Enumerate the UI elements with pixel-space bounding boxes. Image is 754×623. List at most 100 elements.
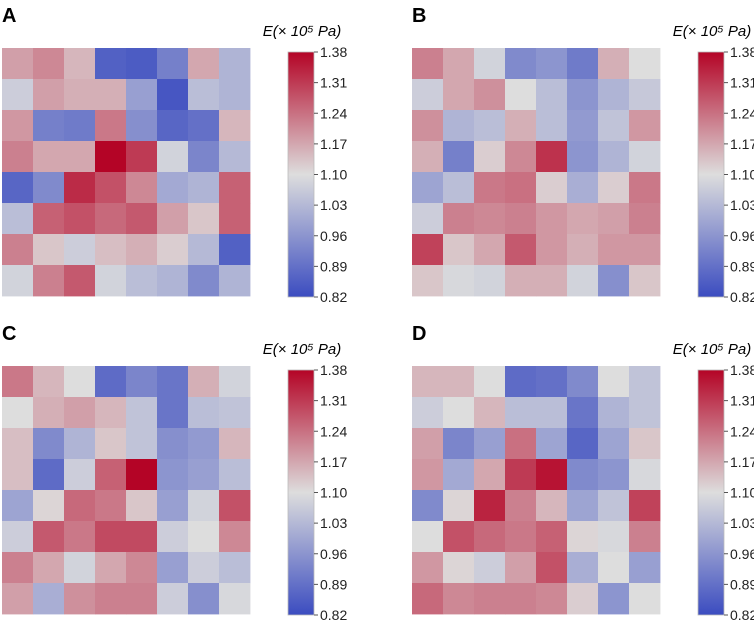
heatmap-cell: [157, 172, 189, 204]
colorbar-tick-label: 0.96: [730, 228, 754, 244]
heatmap-cell: [64, 141, 96, 173]
colorbar-tick-label: 1.10: [730, 167, 754, 183]
heatmap-cell: [567, 366, 599, 398]
heatmap-cell: [412, 428, 444, 460]
heatmap-cell: [126, 459, 158, 491]
colorbar-tick-label: 0.89: [320, 258, 347, 274]
heatmap-cell: [64, 490, 96, 522]
heatmap-cell: [126, 428, 158, 460]
heatmap-cell: [219, 79, 251, 111]
heatmap-cell: [598, 366, 630, 398]
heatmap-cell: [474, 521, 506, 553]
heatmap-cell: [64, 366, 96, 398]
heatmap-cell: [64, 552, 96, 584]
heatmap-cell: [598, 521, 630, 553]
heatmap-cell: [2, 366, 34, 398]
colorbar-title: E(× 10⁵ Pa): [673, 341, 751, 358]
heatmap-cell: [505, 48, 537, 80]
colorbar-tick-label: 0.96: [320, 546, 347, 562]
heatmap-cell: [412, 397, 444, 429]
heatmap-cell: [188, 490, 220, 522]
heatmap-cell: [412, 490, 444, 522]
colorbar-tick-label: 1.17: [320, 136, 347, 152]
heatmap-cell: [157, 234, 189, 266]
heatmap-cell: [33, 172, 65, 204]
heatmap-cell: [157, 203, 189, 235]
heatmap-cell: [188, 172, 220, 204]
heatmap-cell: [567, 265, 599, 297]
heatmap-cell: [567, 459, 599, 491]
heatmap-cell: [474, 397, 506, 429]
heatmap-cell: [188, 48, 220, 80]
heatmap-cell: [629, 366, 661, 398]
colorbar-tick-label: 1.03: [320, 197, 347, 213]
heatmap-cell: [536, 490, 568, 522]
heatmap-cell: [95, 366, 127, 398]
heatmap-cell: [219, 459, 251, 491]
heatmap-cell: [157, 366, 189, 398]
heatmap-cell: [126, 203, 158, 235]
heatmap-cell: [598, 265, 630, 297]
heatmap-cell: [95, 79, 127, 111]
heatmap-cell: [598, 397, 630, 429]
colorbar-tick-label: 0.96: [730, 546, 754, 562]
heatmap-cell: [126, 141, 158, 173]
heatmap-cell: [95, 428, 127, 460]
heatmap-cell: [443, 110, 475, 142]
heatmap-cell: [219, 583, 251, 615]
heatmap-cell: [95, 397, 127, 429]
heatmap-cell: [412, 110, 444, 142]
colorbar-tick-label: 1.10: [320, 485, 347, 501]
heatmap-cell: [505, 141, 537, 173]
colorbar-tick-label: 0.82: [730, 289, 754, 305]
heatmap-cell: [126, 79, 158, 111]
heatmap-cell: [219, 265, 251, 297]
heatmap-cell: [412, 366, 444, 398]
heatmap-cell: [474, 48, 506, 80]
heatmap-cell: [64, 79, 96, 111]
heatmap-cell: [443, 172, 475, 204]
heatmap-cell: [412, 459, 444, 491]
heatmap-cell: [2, 459, 34, 491]
heatmap-cell: [629, 172, 661, 204]
heatmap-cell: [629, 459, 661, 491]
colorbar-tick-label: 1.38: [730, 362, 754, 378]
heatmap-cell: [567, 141, 599, 173]
heatmap-cell: [598, 79, 630, 111]
heatmap-cell: [33, 79, 65, 111]
heatmap-cell: [474, 428, 506, 460]
heatmap-cell: [126, 366, 158, 398]
panel-label: B: [412, 5, 426, 27]
heatmap-cell: [219, 552, 251, 584]
heatmap-cell: [629, 428, 661, 460]
heatmap-cell: [188, 141, 220, 173]
heatmap-cell: [474, 110, 506, 142]
colorbar-tick-label: 1.31: [320, 393, 347, 409]
heatmap-cell: [536, 397, 568, 429]
heatmap-cell: [474, 265, 506, 297]
heatmap-cell: [2, 397, 34, 429]
heatmap-cell: [126, 110, 158, 142]
heatmap-cell: [157, 265, 189, 297]
heatmap-cell: [219, 203, 251, 235]
heatmap-cell: [505, 172, 537, 204]
heatmap-cell: [598, 172, 630, 204]
heatmap-cell: [443, 490, 475, 522]
heatmap-cell: [219, 366, 251, 398]
heatmap-cell: [33, 366, 65, 398]
colorbar-tick-label: 1.17: [730, 454, 754, 470]
heatmap-cell: [33, 141, 65, 173]
heatmap-cell: [33, 490, 65, 522]
heatmap-cell: [33, 428, 65, 460]
colorbar-tick-label: 1.17: [320, 454, 347, 470]
heatmap-cell: [412, 141, 444, 173]
colorbar-tick-label: 1.38: [730, 44, 754, 60]
heatmap-cell: [412, 521, 444, 553]
heatmap-cell: [567, 79, 599, 111]
heatmap-cell: [64, 172, 96, 204]
heatmap-cell: [505, 265, 537, 297]
heatmap-cell: [33, 459, 65, 491]
heatmap-cell: [443, 48, 475, 80]
heatmap-cell: [188, 397, 220, 429]
heatmap-cell: [474, 141, 506, 173]
